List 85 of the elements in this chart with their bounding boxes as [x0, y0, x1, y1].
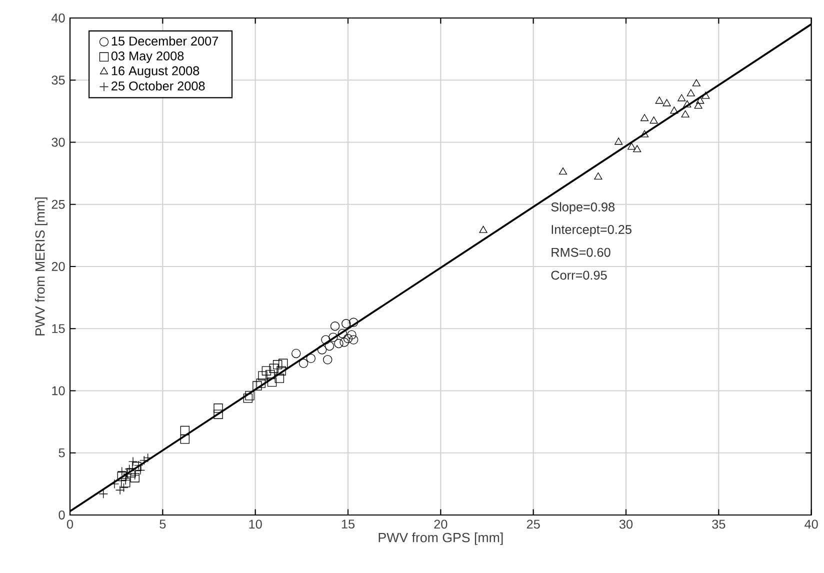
x-tick-label: 10: [249, 520, 262, 529]
point: [321, 335, 330, 344]
legend-label: 25 October 2008: [112, 81, 205, 90]
x-tick-label: 35: [712, 520, 726, 529]
point: [655, 96, 664, 104]
point: [614, 138, 623, 145]
point: [256, 378, 266, 388]
x-tick-label: 40: [804, 520, 818, 529]
y-tick-label: 0: [58, 510, 65, 520]
point: [686, 89, 695, 96]
y-tick-label: 10: [52, 386, 65, 396]
point: [180, 426, 190, 436]
y-tick-label: 5: [58, 448, 65, 458]
point: [317, 345, 327, 354]
point: [650, 116, 658, 124]
point: [662, 99, 671, 106]
x-tick-label: 0: [66, 520, 74, 529]
point: [258, 371, 268, 380]
point: [681, 110, 690, 118]
point: [678, 94, 686, 102]
x-tick-label: 25: [526, 520, 540, 529]
point: [330, 322, 340, 331]
legend-label: 15 December 2007: [112, 36, 218, 46]
point: [276, 366, 286, 376]
point: [338, 328, 348, 338]
point: [245, 391, 254, 400]
point: [348, 335, 358, 344]
x-tick-label: 20: [434, 520, 448, 529]
point: [342, 319, 351, 328]
point: [180, 434, 190, 444]
point: [633, 145, 642, 152]
point: [323, 355, 332, 364]
point: [702, 92, 710, 99]
y-tick-label: 30: [52, 138, 65, 147]
x-tick-label: 5: [160, 520, 166, 529]
point: [640, 130, 649, 138]
point: [292, 348, 301, 358]
point: [558, 167, 568, 175]
point: [696, 96, 704, 104]
y-tick-label: 15: [52, 324, 65, 334]
point: [306, 354, 316, 364]
point: [328, 332, 338, 342]
point: [269, 364, 278, 373]
y-tick-label: 35: [52, 76, 65, 85]
point: [628, 142, 636, 150]
point: [683, 100, 692, 108]
x-axis-title: PWV from GPS [mm]: [378, 532, 503, 545]
point: [479, 226, 488, 233]
point: [262, 366, 272, 376]
point: [298, 358, 308, 368]
y-axis-title: PWV from MERIS [mm]: [34, 197, 48, 336]
annotation: RMS=0.60: [552, 248, 610, 257]
point: [347, 330, 356, 340]
point: [340, 338, 349, 347]
point: [243, 394, 253, 403]
point: [267, 377, 277, 387]
point: [252, 381, 262, 390]
point: [272, 360, 282, 370]
point: [324, 341, 334, 351]
point: [214, 410, 223, 419]
y-tick-label: 25: [52, 200, 65, 209]
point: [117, 472, 126, 482]
point: [130, 473, 140, 482]
x-tick-label: 15: [342, 520, 355, 529]
point: [670, 106, 678, 114]
y-tick-label: 40: [52, 14, 65, 22]
point: [214, 404, 223, 413]
point: [694, 102, 702, 109]
annotation: Slope=0.98: [551, 202, 615, 214]
point: [348, 318, 358, 328]
point: [594, 172, 602, 180]
point: [278, 358, 288, 368]
x-tick-label: 30: [619, 520, 633, 529]
point: [266, 370, 275, 380]
point: [334, 338, 344, 348]
annotation: Intercept=0.25: [552, 225, 632, 236]
point: [126, 468, 136, 478]
point: [692, 79, 700, 86]
point: [640, 114, 649, 122]
point: [274, 374, 284, 383]
point: [343, 334, 353, 344]
y-tick-label: 20: [52, 262, 65, 271]
legend-label: 03 May 2008: [111, 51, 184, 63]
annotation: Corr=0.95: [551, 270, 607, 280]
legend-label: 16 August 2008: [112, 66, 200, 78]
